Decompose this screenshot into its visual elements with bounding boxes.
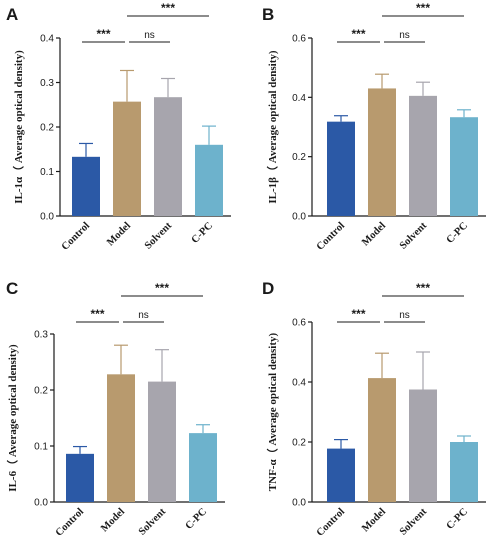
- category-label: Control: [315, 220, 347, 252]
- category-label: Model: [99, 506, 127, 534]
- y-tick-label: 0.2: [292, 438, 306, 449]
- panel-letter: A: [6, 5, 18, 24]
- category-label: Control: [54, 506, 86, 538]
- significance-ns-label: ns: [399, 30, 410, 41]
- y-tick-label: 0.2: [292, 152, 306, 163]
- category-label: Control: [315, 506, 347, 538]
- y-tick-label: 0.0: [34, 498, 48, 509]
- significance-ns-label: ns: [138, 310, 149, 321]
- bar-solvent: [409, 95, 437, 216]
- panel-letter: D: [262, 279, 274, 298]
- y-tick-label: 0.1: [34, 442, 48, 453]
- bar-model: [107, 374, 135, 502]
- category-label: Control: [60, 220, 92, 252]
- significance-label: ***: [351, 27, 365, 41]
- y-tick-label: 0.4: [292, 378, 306, 389]
- category-label: C-PC: [445, 220, 471, 246]
- bar-c-pc: [195, 144, 223, 216]
- bar-control: [327, 121, 355, 216]
- bar-control: [327, 448, 355, 502]
- category-label: Model: [360, 220, 388, 248]
- y-axis-label: IL-1β（ Average optical density): [266, 50, 279, 203]
- bar-c-pc: [450, 442, 478, 502]
- y-tick-label: 0.6: [292, 318, 306, 329]
- y-axis-label: TNF-α（ Average optical density): [266, 332, 279, 491]
- y-tick-label: 0.2: [40, 123, 54, 134]
- significance-label: ***: [90, 307, 104, 321]
- y-tick-label: 0.0: [292, 498, 306, 509]
- category-label: C-PC: [445, 506, 471, 532]
- bar-solvent: [154, 97, 182, 216]
- bar-model: [368, 88, 396, 216]
- bar-c-pc: [450, 117, 478, 216]
- y-tick-label: 0.4: [40, 34, 54, 45]
- category-label: C-PC: [190, 220, 216, 246]
- y-axis-label: IL-6（ Average optical density): [6, 344, 19, 492]
- bar-model: [113, 101, 141, 216]
- significance-label: ***: [161, 1, 175, 15]
- chart-panel-c: C 0.0 0.1 0.2 0.3 IL-6（ Average optical densi…: [6, 279, 225, 539]
- category-label: Model: [105, 220, 133, 248]
- category-label: Solvent: [398, 220, 430, 252]
- significance-ns-label: ns: [144, 30, 155, 41]
- category-label: Solvent: [137, 506, 169, 538]
- bar-solvent: [409, 389, 437, 502]
- y-tick-label: 0.0: [292, 212, 306, 223]
- panel-letter: C: [6, 279, 18, 298]
- chart-panel-b: B 0.0 0.2 0.4 0.6 IL-1β（ Average optical dens…: [262, 1, 486, 253]
- y-axis-label: IL-1α（ Average optical density): [12, 50, 25, 204]
- category-label: Solvent: [143, 220, 175, 252]
- chart-panel-d: D 0.0 0.2 0.4 0.6 TNF-α（ Average optical dens…: [262, 279, 486, 539]
- bar-c-pc: [189, 433, 217, 502]
- y-tick-label: 0.2: [34, 386, 48, 397]
- chart-panel-a: A 0.0 0.1 0.2 0.3 0.4 IL-1α（ Average optical d…: [6, 1, 231, 253]
- y-tick-label: 0.6: [292, 34, 306, 45]
- bar-control: [72, 156, 100, 216]
- panel-letter: B: [262, 5, 274, 24]
- bar-solvent: [148, 381, 176, 502]
- bar-model: [368, 378, 396, 502]
- category-label: C-PC: [184, 506, 210, 532]
- significance-label: ***: [351, 307, 365, 321]
- y-tick-label: 0.3: [34, 330, 48, 341]
- category-label: Solvent: [398, 506, 430, 538]
- y-tick-label: 0.4: [292, 93, 306, 104]
- significance-label: ***: [416, 1, 430, 15]
- significance-ns-label: ns: [399, 310, 410, 321]
- significance-label: ***: [416, 281, 430, 295]
- y-tick-label: 0.0: [40, 212, 54, 223]
- significance-label: ***: [155, 281, 169, 295]
- bar-control: [66, 453, 94, 502]
- significance-label: ***: [96, 27, 110, 41]
- category-label: Model: [360, 506, 388, 534]
- y-tick-label: 0.3: [40, 78, 54, 89]
- y-tick-label: 0.1: [40, 167, 54, 178]
